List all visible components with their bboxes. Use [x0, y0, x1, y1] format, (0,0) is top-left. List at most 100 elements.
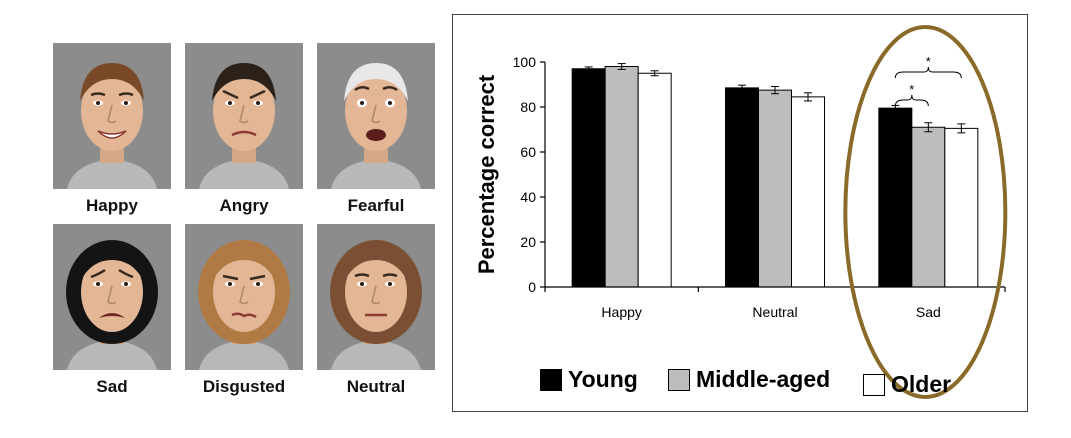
shirt: [67, 159, 157, 189]
face-photo-sad: [53, 224, 171, 370]
face-skin: [213, 252, 275, 332]
nose: [107, 104, 117, 124]
face-illustration-neutral: [317, 224, 435, 370]
significance-star: *: [926, 54, 931, 69]
pupil-left: [228, 282, 232, 286]
face-photo-happy: [53, 43, 171, 189]
pupil-right: [388, 282, 392, 286]
eyebrow-left: [90, 92, 106, 97]
face-fearful: Fearful: [317, 43, 435, 216]
shirt: [331, 159, 421, 189]
legend-label-middle-aged: Middle-aged: [696, 366, 831, 392]
eyebrow-right: [382, 273, 398, 278]
mouth: [99, 313, 125, 318]
eyebrow-right: [249, 89, 266, 100]
face-label-neutral: Neutral: [346, 377, 406, 396]
pupil-left: [360, 101, 364, 105]
hair-top: [344, 244, 408, 282]
face-label-sad: Sad: [96, 377, 128, 396]
mouth: [231, 130, 257, 137]
face-angry: Angry: [185, 43, 303, 216]
significance-star: *: [909, 82, 914, 97]
shirt: [199, 159, 289, 189]
face-illustration-fearful: [317, 43, 435, 189]
mouth: [231, 312, 257, 319]
legend-label-young: Young: [568, 366, 638, 392]
face-happy: Happy: [53, 43, 171, 216]
pupil-right: [124, 282, 128, 286]
face-skin: [81, 71, 143, 151]
face-examples: Happy Angry Fearful Sad Disgusted Neutra…: [0, 0, 440, 438]
shirt: [67, 340, 157, 370]
face-photo-fearful: [317, 43, 435, 189]
legend-label-older: Older: [891, 371, 952, 397]
nose: [239, 285, 249, 305]
bar-sad-older: [944, 127, 979, 288]
significance-bracket: [894, 66, 962, 79]
highlight-ellipse: [843, 25, 1008, 399]
face-sad: Sad: [53, 224, 171, 397]
pupil-right: [256, 282, 260, 286]
eyebrow-right: [382, 86, 398, 92]
hair-top: [80, 63, 144, 101]
legend-swatch-young: [540, 368, 562, 391]
face-disgusted: Disgusted: [185, 224, 303, 397]
chart-legend: Young Middle-aged Older: [540, 362, 1040, 402]
pupil-left: [96, 101, 100, 105]
y-tick-label: 40: [520, 189, 536, 205]
face-label-happy: Happy: [86, 196, 138, 215]
eyebrow-right: [118, 268, 134, 279]
bar-neutral-young: [725, 87, 759, 288]
face-illustration-sad: [53, 224, 171, 370]
x-tick-label: Neutral: [752, 304, 797, 320]
face-photo-angry: [185, 43, 303, 189]
bar-sad-middle-aged: [911, 126, 946, 288]
legend-swatch-middle-aged: [668, 368, 690, 391]
eyebrow-right: [118, 92, 134, 97]
legend-item-middle-aged: Middle-aged: [668, 366, 830, 393]
face-label-fearful: Fearful: [347, 196, 405, 215]
eyebrow-left: [354, 86, 370, 92]
y-tick-label: 100: [513, 54, 537, 70]
face-illustration-happy: [53, 43, 171, 189]
face-neutral: Neutral: [317, 224, 435, 397]
pupil-right: [388, 101, 392, 105]
face-skin: [213, 71, 275, 151]
face-skin: [345, 252, 407, 332]
x-tick-label: Happy: [601, 304, 641, 320]
mouth: [366, 129, 386, 141]
legend-swatch-older: [863, 373, 885, 396]
bar-neutral-middle-aged: [758, 89, 792, 288]
eyebrow-left: [222, 89, 239, 100]
hair-top: [80, 244, 144, 282]
nose: [371, 285, 381, 305]
nose: [239, 104, 249, 124]
bar-neutral-older: [791, 96, 825, 288]
eyebrow-left: [90, 268, 106, 279]
pupil-left: [360, 282, 364, 286]
pupil-left: [228, 101, 232, 105]
legend-item-young: Young: [540, 366, 638, 393]
face-skin: [345, 71, 407, 151]
face-illustration-angry: [185, 43, 303, 189]
shirt: [331, 340, 421, 370]
mouth: [97, 130, 127, 139]
face-skin: [81, 252, 143, 332]
y-axis-label: Percentage correct: [474, 74, 499, 274]
face-label-angry: Angry: [219, 196, 269, 215]
y-tick-label: 0: [528, 279, 536, 295]
hair-top: [212, 244, 276, 282]
pupil-right: [256, 101, 260, 105]
x-tick-label: Sad: [916, 304, 941, 320]
bar-sad-young: [878, 107, 913, 288]
eyebrow-left: [222, 274, 239, 281]
y-tick-label: 80: [520, 99, 536, 115]
legend-item-older: Older: [863, 371, 951, 398]
pupil-right: [124, 101, 128, 105]
y-tick-label: 20: [520, 234, 536, 250]
face-photo-disgusted: [185, 224, 303, 370]
bar-happy-young: [571, 68, 606, 288]
face-photo-neutral: [317, 224, 435, 370]
significance-bracket: [894, 94, 929, 107]
